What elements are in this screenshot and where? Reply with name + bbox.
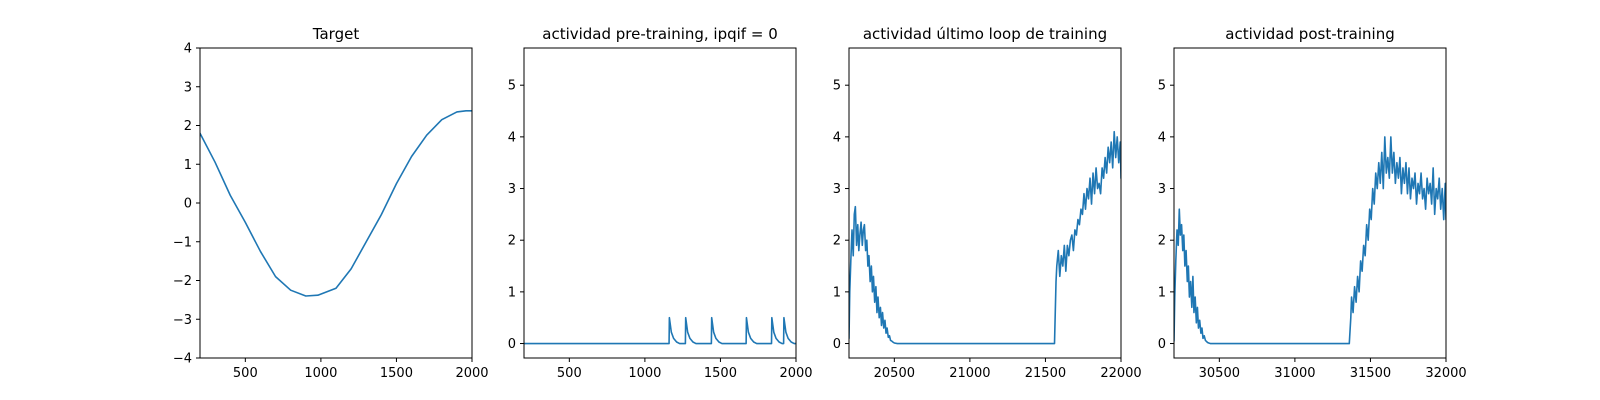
plot-frame [848, 47, 1122, 359]
y-tick-label: −1 [173, 235, 192, 250]
plot-frame [523, 47, 797, 359]
y-tick-label: 4 [184, 42, 192, 57]
x-tick-label: 1000 [628, 366, 661, 381]
x-tick-label: 31500 [1350, 366, 1391, 381]
x-tick-label: 500 [233, 366, 258, 381]
y-tick-label: 0 [184, 197, 192, 212]
y-tick-label: 1 [1158, 285, 1166, 300]
x-tick-label: 22000 [1100, 366, 1141, 381]
y-tick-label: 3 [1158, 182, 1166, 197]
x-tick-label: 1500 [380, 366, 413, 381]
series-line-1 [849, 130, 1121, 345]
series-line-1 [1174, 136, 1446, 345]
x-tick-label: 20500 [874, 366, 915, 381]
plot-frame [199, 47, 473, 359]
y-tick-label: 5 [833, 79, 841, 94]
x-tick-label: 2000 [455, 366, 488, 381]
y-tick-label: 5 [1158, 79, 1166, 94]
x-tick-label: 500 [557, 366, 582, 381]
chart-title: actividad post-training [1225, 25, 1394, 43]
y-tick-label: 0 [833, 337, 841, 352]
chart-panel-3: 20500 21000 21500 22000 0 1 2 3 4 5 actividad últi… [833, 25, 1142, 381]
y-tick-label: 1 [184, 158, 192, 173]
x-tick-label: 30500 [1199, 366, 1240, 381]
chart-title: actividad pre-training, ipqif = 0 [542, 25, 778, 43]
y-tick-label: 4 [1158, 130, 1166, 145]
y-tick-label: 4 [833, 130, 841, 145]
y-tick-label: −2 [173, 274, 192, 289]
y-tick-label: 0 [508, 337, 516, 352]
x-tick-label: 1000 [304, 366, 337, 381]
x-tick-label: 32000 [1425, 366, 1466, 381]
y-tick-label: 2 [833, 234, 841, 249]
y-tick-label: 5 [508, 79, 516, 94]
x-tick-label: 1500 [704, 366, 737, 381]
chart-panel-4: 30500 31000 31500 32000 0 1 2 3 4 5 actividad post… [1158, 25, 1467, 381]
y-tick-label: 2 [1158, 234, 1166, 249]
chart-title: Target [312, 25, 360, 43]
y-tick-label: −4 [173, 352, 192, 367]
chart-panel-2: 500 1000 1500 2000 0 1 2 3 4 5 actividad pre-train… [508, 25, 813, 381]
y-tick-label: 0 [1158, 337, 1166, 352]
y-tick-label: 1 [833, 285, 841, 300]
x-tick-label: 2000 [779, 366, 812, 381]
series-line-1 [524, 316, 796, 345]
x-tick-label: 21000 [949, 366, 990, 381]
y-tick-label: 3 [184, 80, 192, 95]
plot-frame [1173, 47, 1447, 359]
chart-title: actividad último loop de training [863, 25, 1107, 43]
y-tick-label: −3 [173, 313, 192, 328]
x-tick-label: 21500 [1025, 366, 1066, 381]
x-tick-label: 31000 [1274, 366, 1315, 381]
y-tick-label: 3 [833, 182, 841, 197]
y-tick-label: 3 [508, 182, 516, 197]
y-tick-label: 2 [184, 119, 192, 134]
chart-panel-1: 500 1000 1500 2000 −4 −3 −2 −1 0 1 2 3 4 Target [173, 25, 489, 381]
y-tick-label: 4 [508, 130, 516, 145]
series-line-1 [200, 109, 472, 297]
y-tick-label: 1 [508, 285, 516, 300]
y-tick-label: 2 [508, 234, 516, 249]
